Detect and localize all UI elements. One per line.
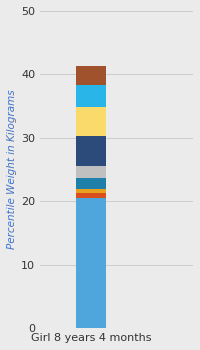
Bar bbox=[76, 136, 106, 166]
Bar bbox=[76, 198, 106, 328]
Bar bbox=[76, 189, 106, 193]
Bar bbox=[76, 166, 106, 178]
Y-axis label: Percentile Weight in Kilograms: Percentile Weight in Kilograms bbox=[7, 90, 17, 250]
Bar bbox=[76, 178, 106, 189]
Bar bbox=[76, 85, 106, 107]
Bar bbox=[76, 193, 106, 198]
Bar bbox=[76, 66, 106, 85]
Bar bbox=[76, 107, 106, 136]
